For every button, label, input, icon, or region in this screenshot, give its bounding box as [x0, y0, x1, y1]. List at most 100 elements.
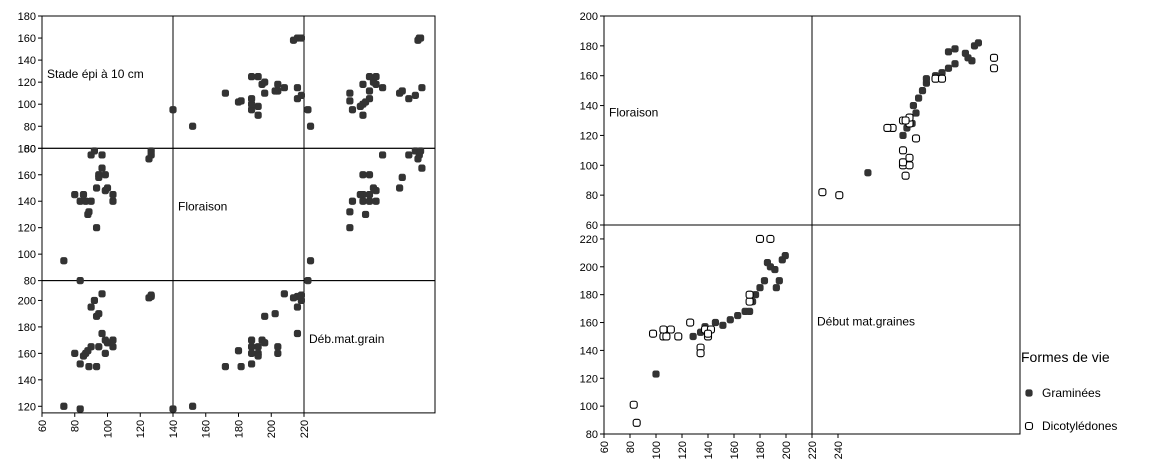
data-point: [901, 116, 910, 125]
data-point: [297, 34, 305, 42]
data-point: [899, 131, 907, 140]
data-point: [95, 173, 103, 182]
data-point: [726, 316, 734, 324]
data-point: [414, 155, 422, 163]
data-point: [755, 234, 765, 243]
data-point: [898, 158, 908, 167]
data-point: [147, 147, 155, 155]
variable-label: Floraison: [609, 106, 658, 120]
y-tick-label: 80: [586, 190, 598, 202]
data-point: [905, 153, 914, 162]
y-tick-label: 200: [580, 262, 598, 274]
data-point: [109, 197, 117, 205]
data-point: [974, 39, 982, 47]
data-point: [378, 84, 387, 92]
y-tick-label: 100: [18, 249, 36, 261]
data-point: [396, 184, 404, 192]
matrix-cell: [172, 147, 305, 282]
data-point: [280, 84, 288, 92]
data-point: [365, 73, 374, 81]
x-tick-label: 80: [70, 420, 82, 432]
x-tick-label: 140: [703, 441, 715, 459]
legend-marker-graminees: [1025, 389, 1033, 397]
data-point: [221, 89, 230, 97]
data-point: [76, 405, 84, 413]
x-tick-label: 60: [37, 420, 49, 432]
data-point: [254, 73, 262, 81]
data-point: [696, 349, 705, 358]
data-point: [234, 347, 243, 355]
x-tick-label: 180: [234, 420, 246, 438]
data-point: [346, 97, 354, 105]
data-point: [418, 164, 426, 172]
data-point: [85, 362, 93, 371]
x-tick-label: 120: [677, 441, 689, 459]
data-point: [306, 122, 315, 130]
y-tick-label: 60: [586, 220, 598, 232]
data-point: [71, 349, 79, 357]
data-point: [92, 362, 101, 371]
legend-label: Dicotylédones: [1042, 419, 1117, 433]
data-point: [101, 349, 109, 357]
data-point: [293, 329, 302, 338]
data-point: [662, 332, 671, 341]
data-point: [289, 36, 298, 44]
x-tick-label: 180: [755, 441, 767, 459]
y-tick-label: 200: [18, 295, 36, 307]
data-point: [87, 197, 95, 205]
variable-label: Floraison: [178, 199, 227, 213]
data-point: [254, 343, 262, 351]
data-point: [666, 325, 675, 334]
left-scatter-matrix: Stade épi à 10 cm Floraison Déb.mat.grain 6…: [18, 11, 436, 438]
data-point: [221, 362, 230, 371]
data-point: [359, 171, 367, 179]
data-point: [686, 318, 695, 327]
x-tick-label: 100: [651, 441, 663, 459]
x-tick-label: 240: [833, 441, 845, 459]
matrix-cell: [603, 15, 813, 226]
matrix-cell: [303, 147, 436, 282]
y-tick-label: 140: [580, 101, 598, 113]
data-point: [365, 197, 374, 205]
data-point: [989, 53, 999, 62]
data-point: [60, 257, 68, 265]
x-tick-label: 160: [729, 441, 741, 459]
data-point: [674, 332, 683, 341]
data-point: [405, 151, 413, 159]
data-point: [835, 191, 844, 200]
y-tick-label: 180: [18, 143, 36, 155]
x-tick-label: 220: [299, 420, 311, 438]
y-tick-label: 160: [18, 33, 36, 45]
data-point: [883, 123, 892, 133]
y-tick-label: 60: [24, 143, 36, 155]
data-point: [771, 265, 779, 274]
data-point: [261, 312, 269, 320]
data-point: [248, 73, 256, 81]
data-point: [76, 360, 84, 368]
matrix-cell: [811, 224, 1021, 435]
y-tick-label: 80: [586, 429, 598, 441]
data-point: [92, 184, 101, 192]
data-point: [961, 49, 969, 57]
data-point: [109, 343, 117, 351]
y-tick-label: 200: [580, 11, 598, 23]
data-point: [293, 84, 302, 92]
data-point: [361, 210, 370, 219]
data-point: [304, 106, 312, 114]
data-point: [944, 64, 953, 72]
data-point: [60, 402, 68, 410]
data-point: [648, 329, 658, 338]
x-tick-label: 60: [599, 441, 611, 453]
data-point: [95, 343, 103, 351]
data-point: [760, 277, 769, 285]
data-point: [918, 87, 927, 95]
data-point: [237, 362, 245, 371]
data-point: [87, 343, 95, 351]
data-point: [951, 45, 959, 53]
data-point: [405, 95, 413, 103]
y-tick-label: 160: [18, 170, 36, 182]
data-point: [719, 321, 727, 329]
y-tick-label: 120: [18, 77, 36, 89]
variable-label: Début mat.graines: [817, 315, 915, 329]
